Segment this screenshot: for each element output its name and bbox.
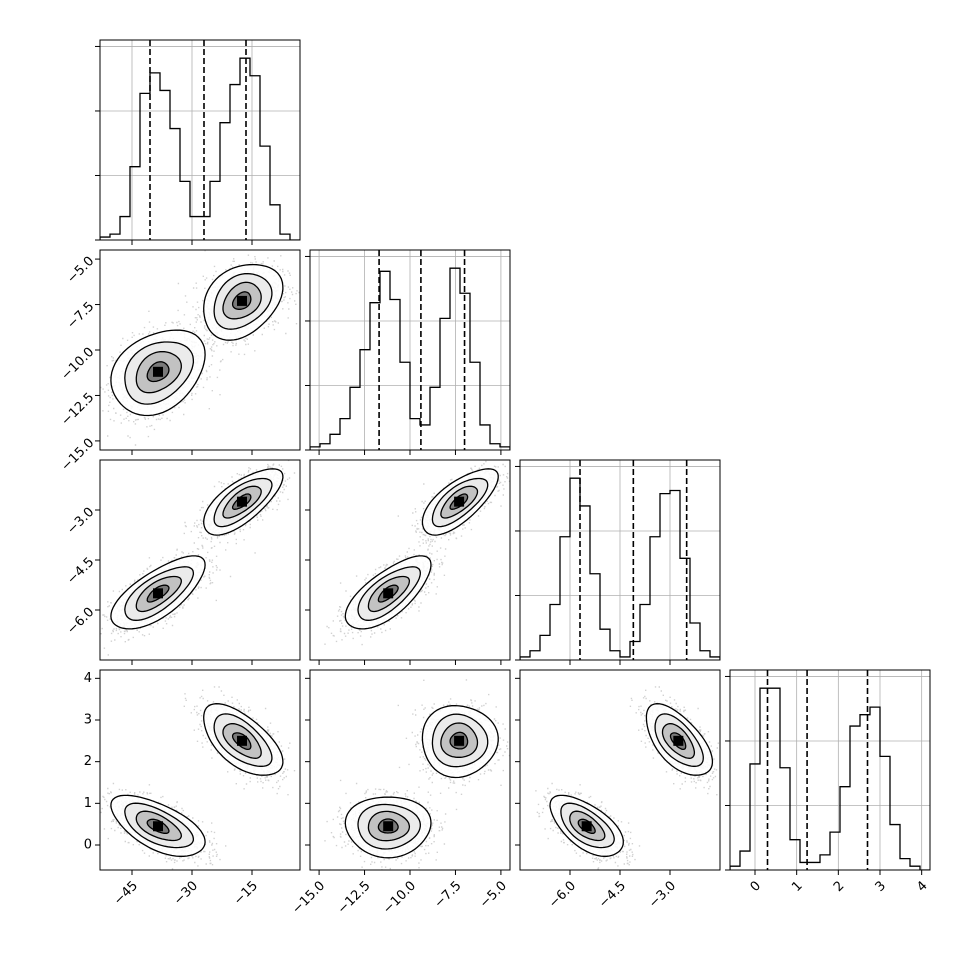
hist-panel-0 (100, 40, 300, 240)
hist-panel-2 (520, 460, 720, 660)
y-tick-label-3-1: 1 (84, 796, 92, 811)
x-tick-label-1-4: −5.0 (477, 878, 510, 911)
y-tick-label-3-0: 0 (84, 838, 92, 853)
panel-3-2-peak-1 (673, 735, 684, 746)
hist-2-steps (520, 477, 720, 660)
x-tick-label-0-1: −30 (171, 878, 201, 908)
x-tick-label-1-1: −12.5 (335, 878, 374, 917)
hist-3-steps (730, 687, 930, 870)
y-tick-label-1-0: −15.0 (59, 436, 98, 475)
panel-2-0-peak-0 (153, 588, 163, 599)
y-tick-label-3-2: 2 (84, 754, 92, 769)
panel-2-1-peak-0 (383, 588, 394, 599)
x-tick-label-0-0: −45 (111, 878, 141, 908)
panel-1-0-peak-1 (237, 295, 247, 306)
panel-3-1-peak-0 (383, 821, 394, 832)
hist-1-steps (310, 267, 510, 450)
x-tick-label-3-1: 1 (789, 878, 805, 894)
frame-3-0 (99, 669, 301, 871)
y-tick-label-1-4: −5.0 (64, 254, 97, 287)
x-tick-label-1-0: −15.0 (289, 878, 328, 917)
x-tick-label-3-0: 0 (748, 878, 764, 894)
x-tick-label-0-2: −15 (231, 878, 261, 908)
frame-3-3 (729, 669, 931, 871)
hist-panel-3 (730, 670, 930, 870)
x-tick-label-1-2: −10.0 (380, 878, 419, 917)
y-tick-label-2-2: −3.0 (64, 505, 97, 538)
hist-0-steps (100, 57, 300, 240)
panel-2-0 (100, 460, 296, 656)
y-tick-label-3-3: 3 (84, 713, 92, 728)
panel-2-1 (324, 460, 510, 646)
x-tick-label-3-4: 4 (914, 878, 930, 894)
panel-3-0 (100, 686, 296, 870)
y-tick-label-1-2: −10.0 (59, 345, 98, 384)
panel-3-2-peak-0 (581, 821, 592, 832)
frame-0-0 (99, 39, 301, 241)
panel-2-1-peak-1 (454, 496, 465, 507)
x-tick-label-1-3: −7.5 (432, 878, 465, 911)
panel-1-0-peak-0 (153, 366, 163, 377)
y-tick-label-2-1: −4.5 (64, 555, 97, 588)
panel-2-0-peak-1 (237, 496, 247, 507)
y-tick-label-3-4: 4 (84, 671, 92, 686)
panel-3-2 (535, 686, 719, 870)
x-tick-label-3-3: 3 (873, 878, 889, 894)
y-tick-label-2-0: −6.0 (64, 605, 97, 638)
panel-3-0-peak-0 (153, 821, 163, 832)
panel-3-0-peak-1 (237, 735, 247, 746)
x-tick-label-2-0: −6.0 (546, 878, 579, 911)
y-tick-label-1-3: −7.5 (64, 299, 97, 332)
panel-3-1-peak-1 (454, 735, 465, 746)
x-tick-label-3-2: 2 (831, 878, 847, 894)
panel-1-0 (100, 250, 300, 446)
hist-panel-1 (310, 250, 510, 450)
y-tick-label-1-1: −12.5 (59, 390, 98, 429)
x-tick-label-2-2: −3.0 (646, 878, 679, 911)
panel-3-0-scatter (100, 686, 296, 870)
panel-3-1 (324, 679, 510, 870)
x-tick-label-2-1: −4.5 (596, 878, 629, 911)
panel-3-2-scatter (535, 686, 719, 870)
